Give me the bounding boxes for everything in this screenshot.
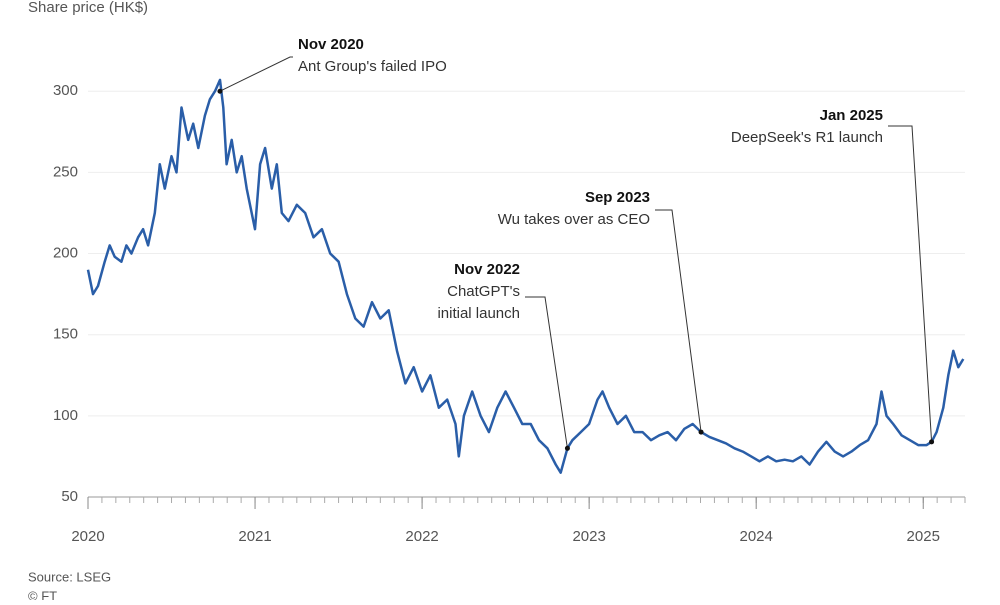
- y-tick-label: 150: [53, 326, 78, 343]
- annotation-date: Nov 2020: [298, 36, 364, 53]
- annotation-dot: [564, 445, 570, 451]
- y-tick-label: 250: [53, 163, 78, 180]
- y-tick-label: 200: [53, 245, 78, 262]
- annotation-leader: [888, 125, 933, 442]
- x-tick-label: 2020: [71, 528, 104, 545]
- annotation-date: Sep 2023: [585, 189, 650, 206]
- annotation-date: Nov 2022: [454, 261, 520, 278]
- price-line: [86, 78, 965, 474]
- y-axis-label: Share price (HK$): [28, 0, 148, 16]
- y-tick-label: 50: [61, 488, 78, 505]
- annotation-leader: [655, 209, 702, 433]
- y-tick-label: 300: [53, 82, 78, 99]
- y-tick-label: 100: [53, 407, 78, 424]
- x-tick-label: 2021: [238, 528, 271, 545]
- annotation-leader: [525, 296, 568, 449]
- annotation-leader: [219, 56, 293, 92]
- x-tick-label: 2024: [740, 528, 773, 545]
- annotation-dot: [929, 439, 935, 445]
- annotation-dot: [698, 429, 704, 435]
- annotation-text: ChatGPT's: [447, 283, 520, 300]
- annotation-dot: [217, 88, 223, 94]
- x-tick-label: 2025: [907, 528, 940, 545]
- annotation-date: Jan 2025: [820, 107, 883, 124]
- annotation-text: Ant Group's failed IPO: [298, 58, 447, 75]
- source: Source: LSEG: [28, 569, 111, 584]
- x-tick-label: 2022: [405, 528, 438, 545]
- credit: © FT: [28, 588, 57, 600]
- annotation-text: DeepSeek's R1 launch: [731, 129, 883, 146]
- x-tick-label: 2023: [572, 528, 605, 545]
- annotation-text: Wu takes over as CEO: [498, 211, 650, 228]
- annotation-text: initial launch: [437, 305, 520, 322]
